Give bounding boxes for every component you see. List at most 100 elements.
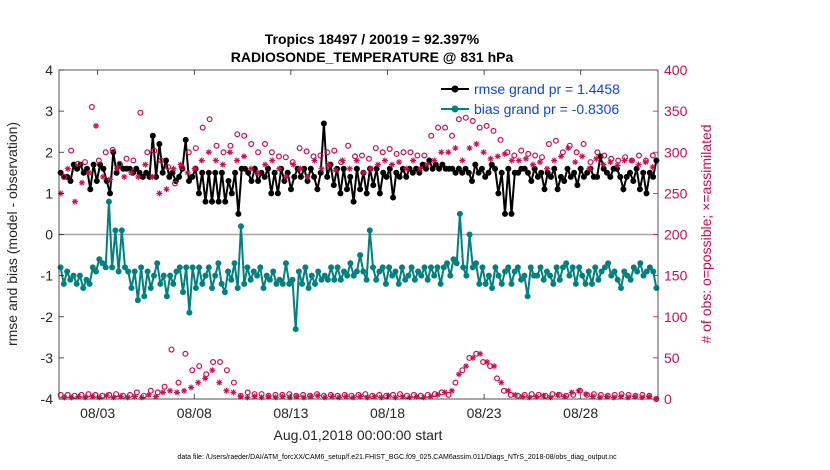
possible-obs-marker <box>573 149 580 156</box>
possible-obs-marker <box>424 391 431 398</box>
assimilated-obs-marker <box>78 179 85 186</box>
possible-obs-marker <box>428 132 435 139</box>
bias-point <box>370 264 376 271</box>
possible-obs-marker <box>296 145 303 152</box>
rmse-point <box>462 165 469 172</box>
possible-obs-marker <box>400 149 407 156</box>
bias-point <box>456 210 463 217</box>
assimilated-obs-marker <box>480 149 487 156</box>
assimilated-obs-marker <box>226 149 233 156</box>
rmse-point <box>485 169 492 176</box>
bias-point <box>627 276 634 283</box>
assimilated-obs-marker <box>558 153 565 160</box>
rmse-point <box>472 161 479 168</box>
bias-point <box>93 268 99 275</box>
rmse-point <box>416 169 423 176</box>
assimilated-obs-marker <box>219 161 226 168</box>
y-tick-label-left: 3 <box>45 103 53 119</box>
bias-point <box>579 272 586 279</box>
assimilated-obs-marker <box>332 167 339 174</box>
assimilated-obs-marker <box>448 387 455 394</box>
bias-point <box>415 268 422 275</box>
rmse-point <box>574 182 581 189</box>
bias-point <box>134 297 141 304</box>
possible-obs-marker <box>355 391 362 398</box>
rmse-point <box>248 178 255 184</box>
bias-point <box>392 268 399 275</box>
rmse-point <box>390 194 397 201</box>
assimilated-obs-marker <box>424 161 431 168</box>
rmse-point <box>607 173 614 180</box>
bias-point <box>640 272 647 279</box>
possible-obs-marker <box>545 141 552 148</box>
bias-point <box>128 285 135 291</box>
bias-point <box>89 264 96 271</box>
assimilated-obs-marker <box>406 394 413 401</box>
x-axis: 08/03 08/08 08/13 08/18 08/23 08/28 <box>80 70 598 421</box>
y-tick-label-right: 50 <box>664 350 680 366</box>
possible-obs-marker <box>116 160 123 167</box>
bias-point <box>518 276 525 283</box>
rmse-point <box>90 161 97 168</box>
assimilated-obs-marker <box>177 161 184 168</box>
possible-obs-marker <box>161 383 168 390</box>
bias-point <box>324 276 331 283</box>
rmse-point <box>337 190 344 197</box>
rmse-point <box>87 186 94 193</box>
possible-obs-marker <box>102 149 109 156</box>
assimilated-obs-marker <box>632 393 639 400</box>
y-tick-label-left: -1 <box>41 268 54 284</box>
bias-point <box>115 268 122 275</box>
assimilated-obs-marker <box>399 393 406 400</box>
bias-point <box>250 268 257 275</box>
assimilated-obs-marker <box>329 393 336 400</box>
possible-obs-marker <box>255 149 262 156</box>
assimilated-obs-marker <box>459 157 466 164</box>
rmse-point <box>245 169 252 176</box>
bias-point <box>540 276 547 283</box>
possible-obs-marker <box>227 142 234 149</box>
bias-point <box>138 264 145 271</box>
assimilated-obs-marker <box>121 173 128 180</box>
bias-point <box>637 260 644 267</box>
bias-point <box>247 276 254 283</box>
bias-point <box>286 280 293 287</box>
possible-obs-marker <box>293 392 300 399</box>
bias-point <box>595 276 602 283</box>
rmse-point <box>643 190 650 197</box>
bias-point <box>395 280 402 287</box>
rmse-point <box>495 190 502 197</box>
bias-point <box>463 272 470 279</box>
assimilated-obs-marker <box>607 159 614 166</box>
rmse-point <box>169 169 176 176</box>
bias-point <box>289 276 296 283</box>
y-tick-label-right: 400 <box>664 62 688 78</box>
rmse-point <box>67 178 74 184</box>
bias-point <box>508 280 515 287</box>
assimilated-obs-marker <box>315 392 321 399</box>
assimilated-obs-marker <box>244 394 251 401</box>
bias-point <box>141 293 148 300</box>
bias-point <box>151 272 157 279</box>
bias-point <box>299 280 306 287</box>
possible-obs-marker <box>462 114 469 121</box>
possible-obs-marker <box>130 157 137 164</box>
possible-obs-marker <box>206 116 213 123</box>
rmse-point <box>202 198 209 205</box>
assimilated-obs-marker <box>283 173 290 180</box>
y-tick-label-right: 0 <box>664 391 672 407</box>
assimilated-obs-marker <box>403 165 410 172</box>
bias-point <box>83 276 90 283</box>
assimilated-obs-marker <box>152 393 159 400</box>
rmse-point <box>439 161 446 168</box>
assimilated-obs-marker <box>170 165 177 172</box>
possible-obs-marker <box>386 146 393 153</box>
bias-point <box>527 264 534 271</box>
possible-obs-marker <box>213 142 220 149</box>
assimilated-obs-marker <box>547 394 554 401</box>
bias-point <box>244 264 251 271</box>
rmse-point <box>353 165 360 172</box>
bias-point <box>569 264 576 271</box>
possible-obs-marker <box>348 392 355 399</box>
